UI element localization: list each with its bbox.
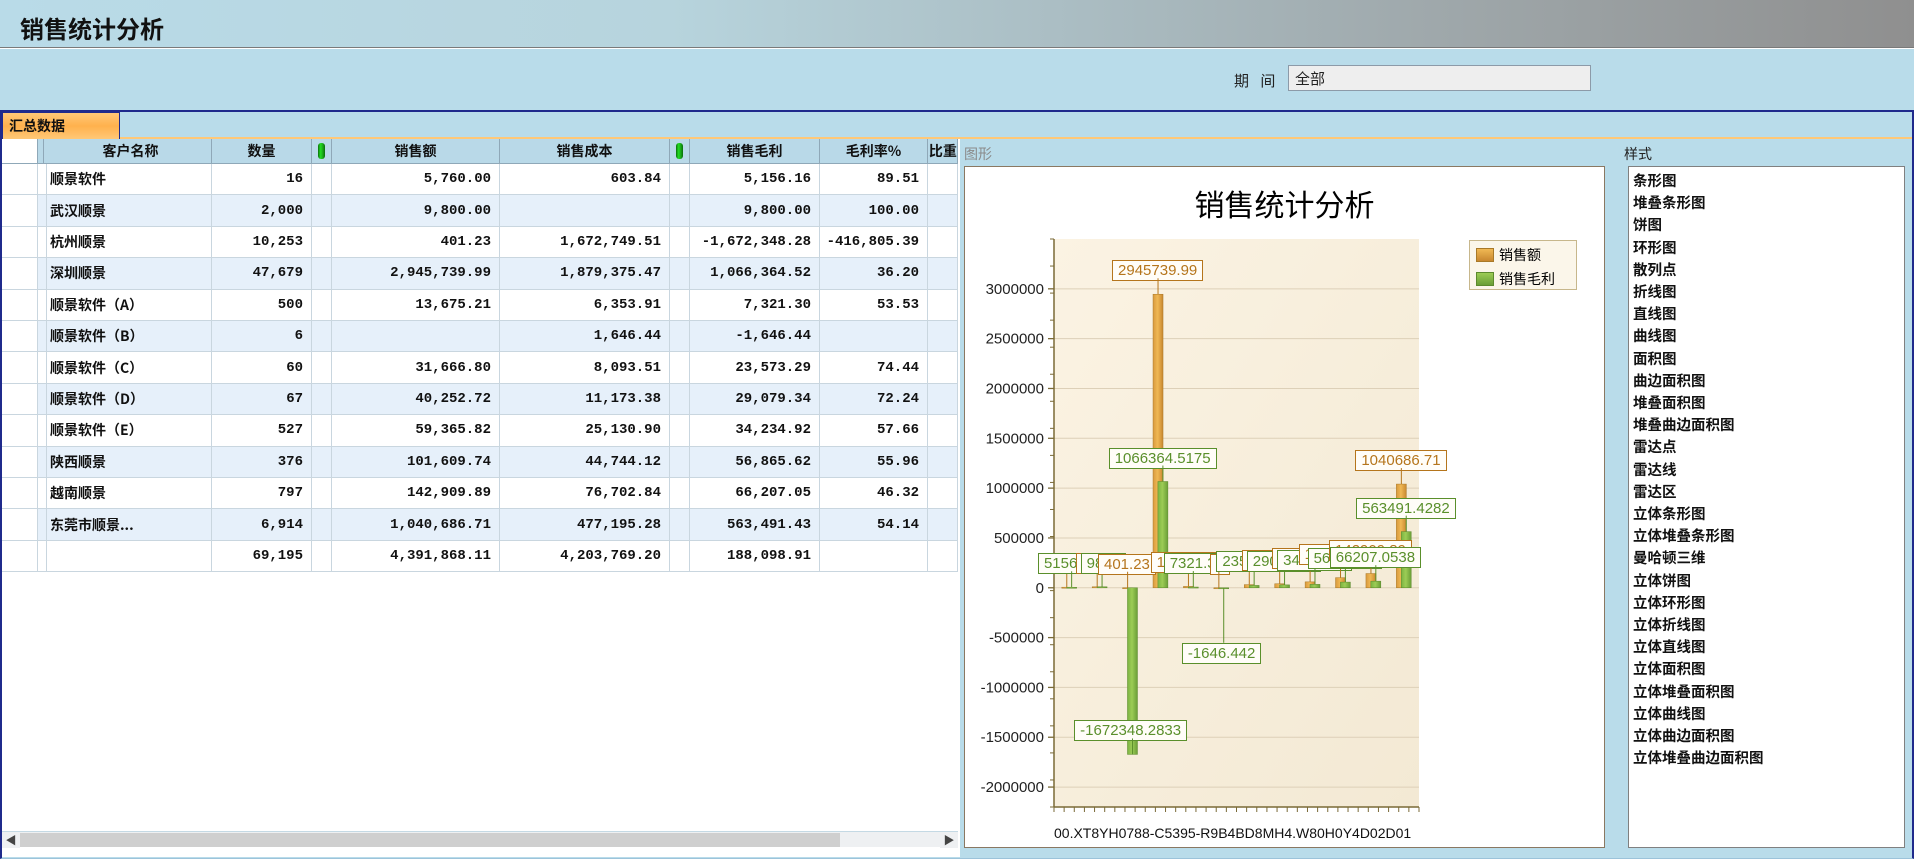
svg-text:1000000: 1000000 xyxy=(986,480,1044,497)
svg-text:1500000: 1500000 xyxy=(986,430,1044,447)
svg-text:2000000: 2000000 xyxy=(986,380,1044,397)
svg-text:-1500000: -1500000 xyxy=(981,729,1044,746)
svg-text:2500000: 2500000 xyxy=(986,331,1044,348)
svg-text:500000: 500000 xyxy=(994,530,1044,547)
svg-text:-1000000: -1000000 xyxy=(981,679,1044,696)
svg-text:-2000000: -2000000 xyxy=(981,779,1044,796)
svg-text:3000000: 3000000 xyxy=(986,281,1044,298)
svg-text:0: 0 xyxy=(1036,580,1044,597)
svg-text:-500000: -500000 xyxy=(989,630,1044,647)
